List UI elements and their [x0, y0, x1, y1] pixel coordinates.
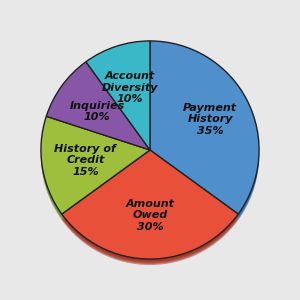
- Text: History of
Credit
15%: History of Credit 15%: [54, 144, 116, 177]
- Wedge shape: [86, 47, 150, 156]
- Wedge shape: [41, 116, 150, 214]
- Wedge shape: [150, 43, 259, 217]
- Text: Account
Diversity
10%: Account Diversity 10%: [101, 71, 158, 104]
- Wedge shape: [46, 67, 150, 155]
- Wedge shape: [62, 150, 238, 259]
- Wedge shape: [86, 44, 150, 154]
- Wedge shape: [46, 64, 150, 152]
- Wedge shape: [41, 118, 150, 215]
- Wedge shape: [41, 122, 150, 220]
- Wedge shape: [41, 121, 150, 219]
- Wedge shape: [62, 154, 238, 263]
- Wedge shape: [86, 46, 150, 155]
- Wedge shape: [62, 152, 238, 262]
- Wedge shape: [86, 42, 150, 151]
- Wedge shape: [150, 41, 259, 214]
- Wedge shape: [150, 42, 259, 215]
- Wedge shape: [46, 62, 150, 150]
- Wedge shape: [41, 119, 150, 217]
- Wedge shape: [46, 65, 150, 154]
- Wedge shape: [150, 46, 259, 219]
- Wedge shape: [150, 41, 259, 214]
- Wedge shape: [62, 151, 238, 260]
- Wedge shape: [41, 116, 150, 214]
- Wedge shape: [46, 68, 150, 156]
- Wedge shape: [150, 44, 259, 218]
- Wedge shape: [62, 156, 238, 265]
- Wedge shape: [86, 41, 150, 150]
- Wedge shape: [46, 63, 150, 151]
- Wedge shape: [41, 120, 150, 218]
- Text: Inquiries
10%: Inquiries 10%: [69, 101, 125, 122]
- Wedge shape: [86, 41, 150, 150]
- Text: Amount
Owed
30%: Amount Owed 30%: [125, 199, 175, 232]
- Wedge shape: [62, 155, 238, 264]
- Wedge shape: [46, 62, 150, 150]
- Wedge shape: [150, 47, 259, 220]
- Text: Payment
History
35%: Payment History 35%: [183, 103, 237, 136]
- Wedge shape: [86, 43, 150, 152]
- Wedge shape: [62, 150, 238, 259]
